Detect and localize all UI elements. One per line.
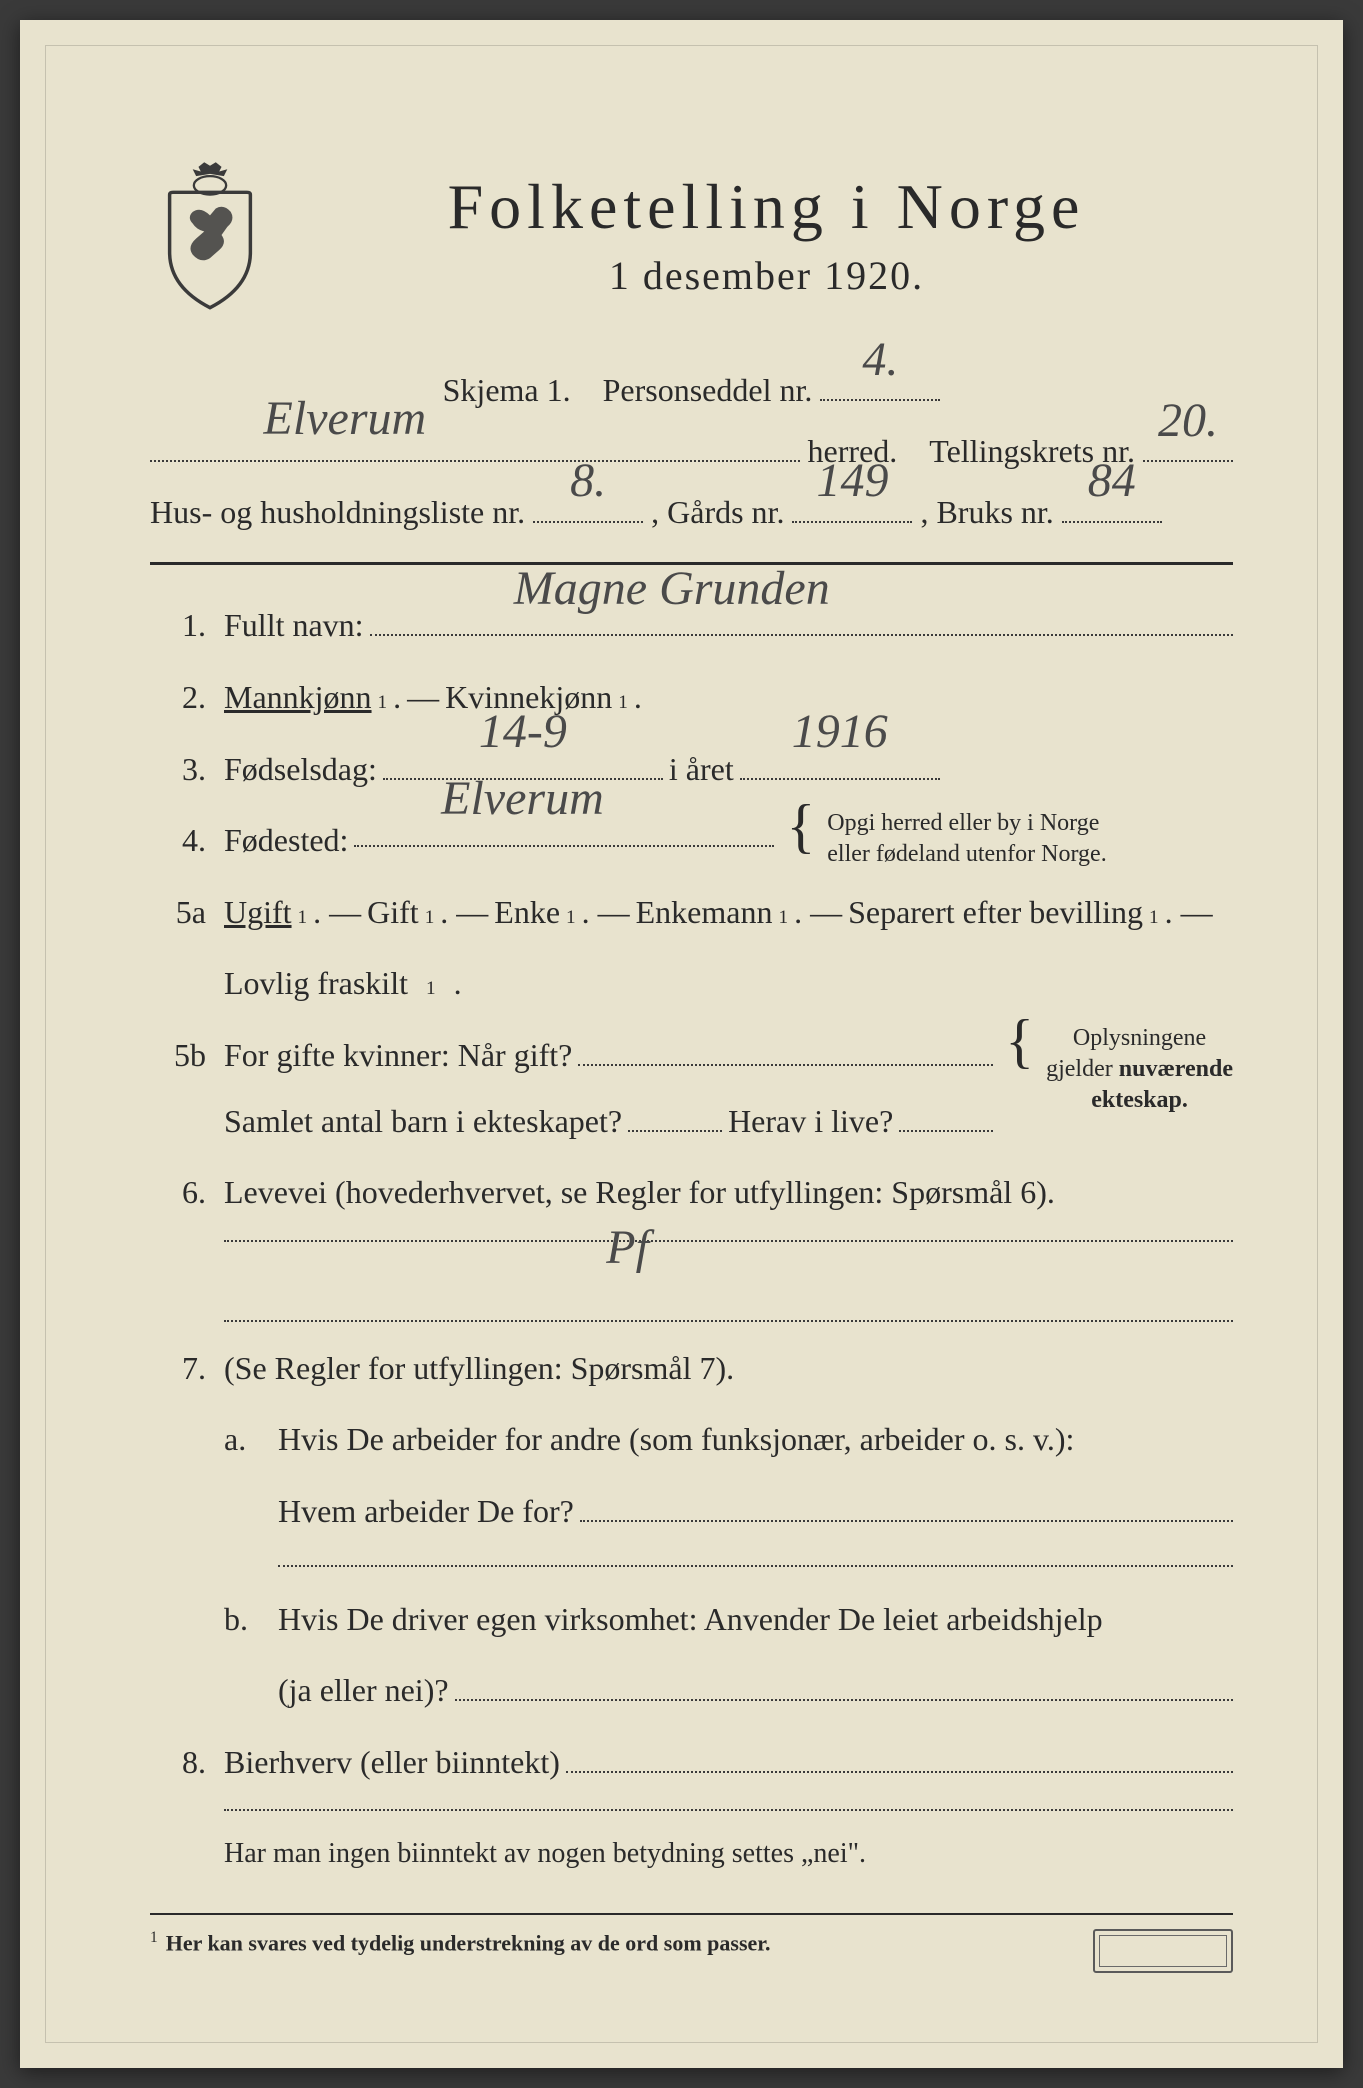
herred-value: Elverum [264,373,427,464]
q7-head: (Se Regler for utfyllingen: Spørsmål 7). [224,1336,734,1402]
q5b: 5b For gifte kvinner: Når gift? Samlet a… [150,1023,1233,1154]
q4: 4. Fødested: Elverum { Opgi herred eller… [150,808,1233,874]
meta-line-3: Hus- og husholdningsliste nr. 8. , Gårds… [150,482,1233,543]
gards-label: , Gårds nr. [651,482,784,543]
q5b-num: 5b [150,1023,206,1089]
census-form-page: Folketelling i Norge 1 desember 1920. Sk… [20,20,1343,2068]
q7b: b. Hvis De driver egen virksomhet: Anven… [224,1587,1233,1724]
q1-label: Fullt navn: [224,593,364,659]
q3: 3. Fødselsdag: 14-9 i året 1916 [150,737,1233,803]
q2-sep: — [407,665,439,731]
q8-num: 8. [150,1730,206,1796]
q5b-l2: Samlet antal barn i ekteskapet? [224,1089,622,1155]
q7b-l1: Hvis De driver egen virksomhet: Anvender… [278,1587,1233,1653]
q4-num: 4. [150,808,206,874]
q3-year: 1916 [792,683,888,781]
q4-note: Opgi herred eller by i Norge eller fødel… [827,808,1106,870]
gards-nr: 149 [816,435,888,526]
meta-block: Skjema 1. Personseddel nr. 4. Elverum he… [150,360,1233,542]
q6: 6. Levevei (hovederhvervet, se Regler fo… [150,1160,1233,1226]
footnote-divider [150,1913,1233,1915]
q4-label: Fødested: [224,808,348,874]
meta-line-2: Elverum herred. Tellingskrets nr. 20. [150,421,1233,482]
skjema-label: Skjema 1. [443,360,571,421]
q5a-opt-1: Gift [367,880,419,946]
q1-num: 1. [150,593,206,659]
q7a-l2: Hvem arbeider De for? [278,1479,574,1545]
q5a-opt-2: Enke [494,880,560,946]
q3-mid: i året [669,737,734,803]
main-title: Folketelling i Norge [300,170,1233,244]
question-list: 1. Fullt navn: Magne Grunden 2. Mannkjøn… [150,593,1233,1882]
q5b-l1: For gifte kvinner: Når gift? [224,1023,572,1089]
q6-fill: Pf [224,1240,1233,1322]
personseddel-nr: 4. [862,314,898,405]
hus-label: Hus- og husholdningsliste nr. [150,482,525,543]
q5a-cont: Lovlig fraskilt1. [224,951,1233,1017]
q5b-l3: Herav i live? [728,1089,893,1155]
q1-value: Magne Grunden [514,540,830,638]
q5a-opt-4: Separert efter bevilling [848,880,1143,946]
q6-value: Pf [606,1199,649,1297]
stamp-icon [1093,1929,1233,1973]
q7a-l1: Hvis De arbeider for andre (som funksjon… [278,1407,1233,1473]
subtitle: 1 desember 1920. [300,252,1233,299]
q4-value: Elverum [441,750,604,848]
tellingskrets-nr: 20. [1158,375,1218,466]
header: Folketelling i Norge 1 desember 1920. [150,160,1233,310]
q3-label: Fødselsdag: [224,737,377,803]
q6-num: 6. [150,1160,206,1226]
q8-label: Bierhverv (eller biinntekt) [224,1730,560,1796]
q3-num: 3. [150,737,206,803]
bruks-nr: 84 [1088,435,1136,526]
q7b-letter: b. [224,1587,260,1653]
q2-mann: Mannkjønn [224,665,372,731]
q8: 8. Bierhverv (eller biinntekt) [150,1730,1233,1796]
q5a-opt-0: Ugift [224,880,292,946]
brace-icon: { [786,808,815,844]
coat-of-arms-icon [150,160,270,310]
bruks-label: , Bruks nr. [920,482,1053,543]
q1: 1. Fullt navn: Magne Grunden [150,593,1233,659]
q2: 2. Mannkjønn1. — Kvinnekjønn1. [150,665,1233,731]
q7a: a. Hvis De arbeider for andre (som funks… [224,1407,1233,1580]
q7-num: 7. [150,1336,206,1402]
q5a-opt-3: Enkemann [636,880,773,946]
q5a-opt-5: Lovlig fraskilt [224,951,408,1017]
q7b-l2: (ja eller nei)? [278,1658,449,1724]
brace-icon-2: { [1005,1023,1034,1059]
q5b-note: Oplysningene gjelder nuværende ekteskap. [1046,1023,1233,1117]
q5a-num: 5a [150,880,206,946]
q5a: 5a Ugift1. — Gift1. — Enke1. — Enkemann1… [150,880,1233,946]
bottom-note: Har man ingen biinntekt av nogen betydni… [224,1825,1233,1882]
title-block: Folketelling i Norge 1 desember 1920. [300,160,1233,299]
q7a-letter: a. [224,1407,260,1473]
personseddel-label: Personseddel nr. [603,360,813,421]
q2-num: 2. [150,665,206,731]
footnote: 1Her kan svares ved tydelig understrekni… [150,1929,1233,1956]
hus-nr: 8. [570,435,606,526]
q7: 7. (Se Regler for utfyllingen: Spørsmål … [150,1336,1233,1402]
